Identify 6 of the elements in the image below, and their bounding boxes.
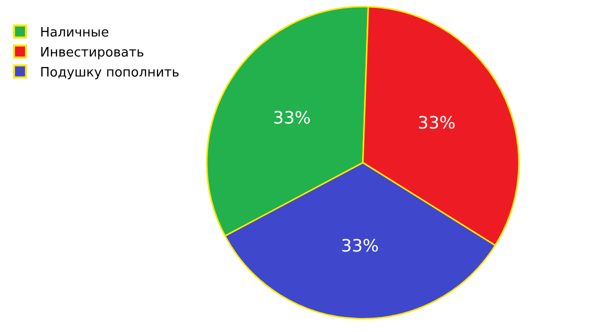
data-label: 33% bbox=[273, 108, 311, 128]
data-label: 33% bbox=[341, 236, 379, 256]
legend-label: Инвестировать bbox=[40, 46, 144, 61]
legend-label: Подушку пополнить bbox=[40, 65, 180, 80]
data-label: 33% bbox=[418, 113, 456, 134]
legend-label: Наличные bbox=[40, 26, 109, 41]
